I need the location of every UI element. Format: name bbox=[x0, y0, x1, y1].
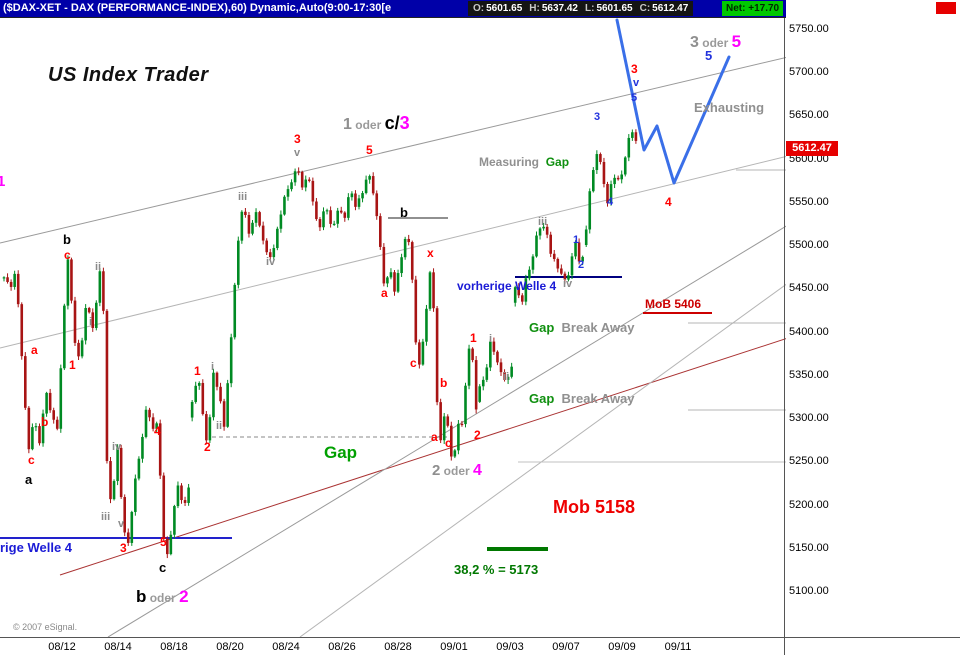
time-axis-label: 08/28 bbox=[384, 641, 412, 653]
price-axis-label: 5500.00 bbox=[789, 239, 829, 252]
net-change-badge: Net: +17.70 bbox=[722, 1, 784, 16]
trend-line bbox=[0, 155, 786, 349]
last-price-tag: 5612.47 bbox=[786, 141, 838, 156]
ohlc-low: L: 5601.65 bbox=[584, 3, 633, 14]
time-axis-label: 08/20 bbox=[216, 641, 244, 653]
time-axis-label: 09/07 bbox=[552, 641, 580, 653]
time-axis-label: 08/12 bbox=[48, 641, 76, 653]
time-axis-label: 09/11 bbox=[664, 641, 692, 653]
price-axis-label: 5250.00 bbox=[789, 455, 829, 468]
price-axis-label: 5300.00 bbox=[789, 412, 829, 425]
trend-line bbox=[0, 56, 786, 244]
corner-indicator-box bbox=[936, 2, 956, 14]
price-axis-label: 5100.00 bbox=[789, 584, 829, 597]
watermark-text: US Index Trader bbox=[48, 64, 209, 86]
trend-line bbox=[59, 338, 786, 576]
time-axis-label: 08/26 bbox=[328, 641, 356, 653]
trend-line bbox=[299, 283, 786, 637]
chart-plot-area[interactable] bbox=[0, 18, 786, 637]
price-axis-label: 5350.00 bbox=[789, 368, 829, 381]
price-axis-label: 5650.00 bbox=[789, 109, 829, 122]
time-axis-label: 09/01 bbox=[440, 641, 468, 653]
net-label: Net: bbox=[726, 3, 746, 14]
projection-path bbox=[615, 18, 731, 185]
window-title: ($DAX-XET - DAX (PERFORMANCE-INDEX),60) … bbox=[3, 2, 392, 14]
time-axis-label: 09/03 bbox=[496, 641, 524, 653]
trend-line bbox=[107, 225, 786, 637]
ohlc-close: C: 5612.47 bbox=[639, 3, 689, 14]
price-axis-label: 5150.00 bbox=[789, 541, 829, 554]
price-axis-label: 5200.00 bbox=[789, 498, 829, 511]
time-axis-label: 09/09 bbox=[608, 641, 636, 653]
axis-vertical-separator bbox=[784, 18, 785, 655]
price-axis-label: 5550.00 bbox=[789, 195, 829, 208]
price-axis-label: 5450.00 bbox=[789, 282, 829, 295]
ohlc-panel: O: 5601.65 H: 5637.42 L: 5601.65 C: 5612.47 bbox=[468, 1, 694, 16]
copyright-text: © 2007 eSignal. bbox=[13, 622, 78, 632]
ohlc-open: O: 5601.65 bbox=[473, 3, 523, 14]
time-axis-label: 08/18 bbox=[160, 641, 188, 653]
price-axis-label: 5400.00 bbox=[789, 325, 829, 338]
time-axis-label: 08/14 bbox=[104, 641, 132, 653]
price-axis-label: 5700.00 bbox=[789, 66, 829, 79]
net-value: +17.70 bbox=[748, 3, 780, 14]
time-axis-label: 08/24 bbox=[272, 641, 300, 653]
ohlc-high: H: 5637.42 bbox=[529, 3, 578, 14]
candlesticks bbox=[2, 129, 638, 559]
price-axis-label: 5750.00 bbox=[789, 23, 829, 35]
axis-horizontal-separator bbox=[0, 637, 960, 638]
window-titlebar[interactable]: ($DAX-XET - DAX (PERFORMANCE-INDEX),60) … bbox=[0, 0, 786, 18]
